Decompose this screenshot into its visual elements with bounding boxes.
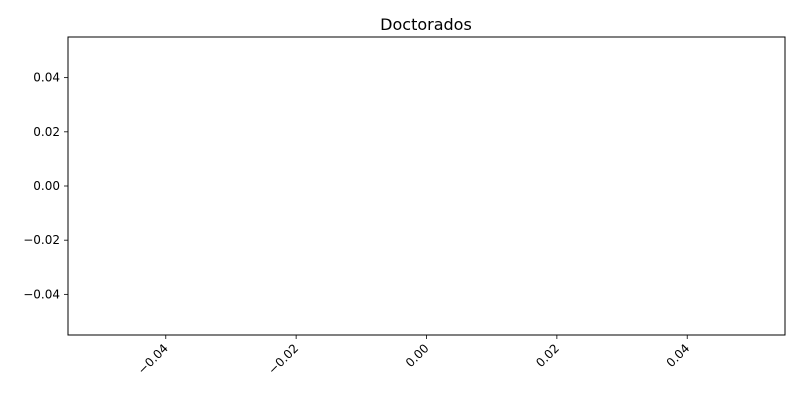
x-tick-label: −0.04 <box>135 341 171 377</box>
y-tick-label: −0.04 <box>23 287 60 301</box>
x-tick-label: −0.02 <box>265 341 301 377</box>
y-tick-label: 0.04 <box>33 71 60 85</box>
x-tick-label: 0.00 <box>403 341 432 370</box>
x-tick-label: 0.04 <box>664 341 693 370</box>
y-axis-ticks: 0.04 0.02 0.00 −0.02 −0.04 <box>23 71 68 301</box>
chart-title: Doctorados <box>380 15 472 34</box>
x-axis-ticks: −0.04 −0.02 0.00 0.02 0.04 <box>135 335 692 377</box>
y-tick-label: 0.00 <box>33 179 60 193</box>
plot-area-frame <box>67 36 786 336</box>
y-tick-label: 0.02 <box>33 125 60 139</box>
y-tick-label: −0.02 <box>23 233 60 247</box>
x-tick-label: 0.02 <box>533 341 562 370</box>
